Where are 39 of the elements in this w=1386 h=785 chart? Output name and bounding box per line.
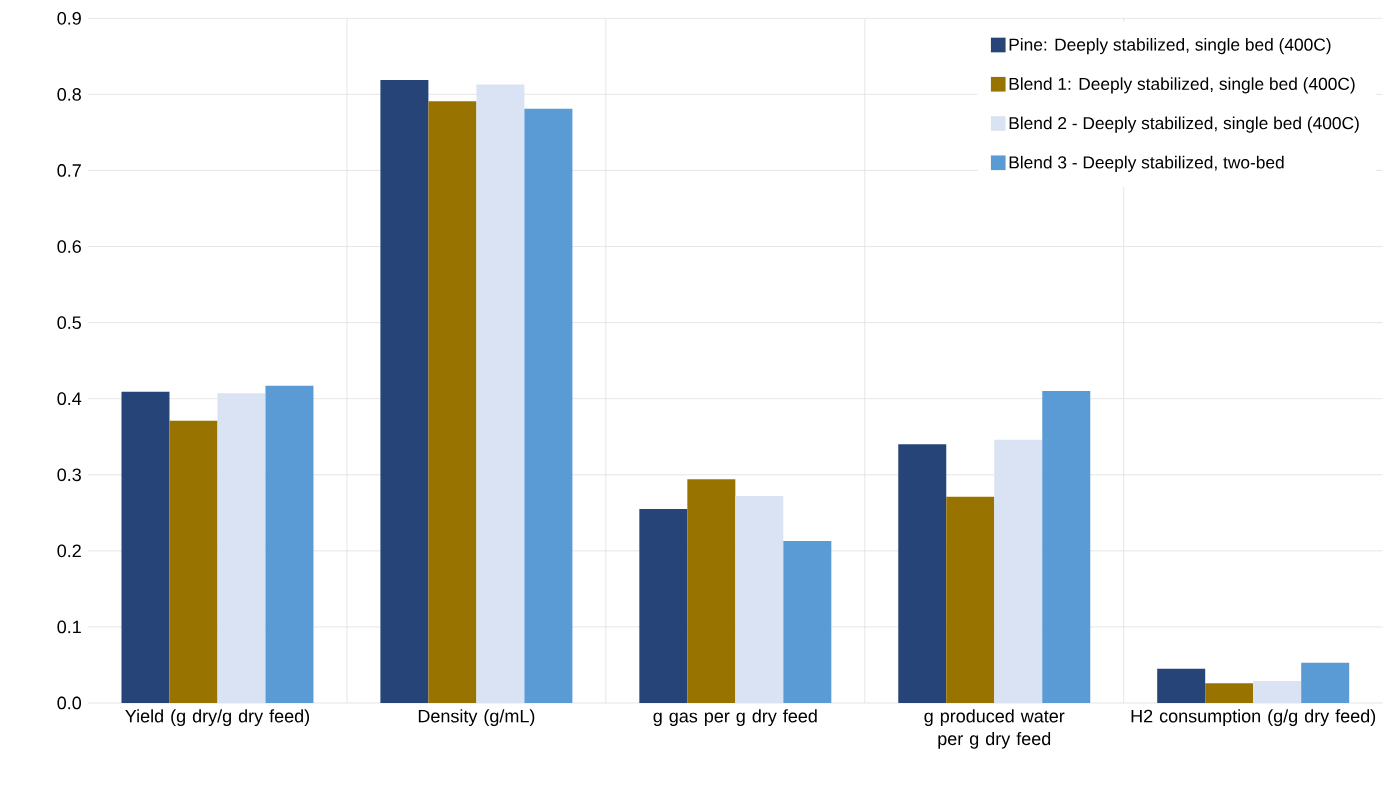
bar [898, 444, 947, 703]
legend-label: Blend 3 - Deeply stabilized, two-bed [1009, 155, 1284, 172]
x-tick-label: H2 consumption (g/g dry feed) [1131, 709, 1376, 727]
bar [428, 101, 477, 703]
y-tick-label: 0.3 [57, 468, 81, 482]
bar [1253, 680, 1302, 703]
bar [783, 540, 832, 703]
y-tick-label: 0.4 [57, 392, 82, 406]
legend-label: Blend 1: Deeply stabilized, single bed (400C) [1009, 77, 1355, 94]
legend-label: Pine: Deeply stabilized, single bed (400C) [1009, 38, 1331, 55]
bar [1157, 668, 1206, 703]
bar [639, 509, 688, 703]
x-tick-label: Yield (g dry/g dry feed) [125, 709, 310, 727]
bar [1042, 391, 1091, 703]
bar [380, 79, 429, 703]
x-tick-label: Density (g/mL) [418, 709, 535, 727]
bar [169, 420, 218, 703]
bar [1205, 683, 1254, 703]
y-tick-label: 0.5 [57, 316, 81, 329]
x-tick-label: g produced water per g dry feed [924, 709, 1065, 749]
y-tick-label: 0.9 [57, 11, 81, 25]
y-tick-label: 0.2 [57, 544, 81, 558]
bar [994, 439, 1043, 703]
legend-label: Blend 2 - Deeply stabilized, single bed (400C) [1009, 116, 1359, 133]
y-tick-label: 0.0 [57, 696, 82, 710]
y-tick-label: 0.1 [57, 620, 81, 634]
bar [687, 479, 736, 703]
bar [476, 84, 525, 703]
bar [217, 393, 266, 703]
x-tick-label: g gas per g dry feed [653, 709, 817, 727]
bar [1301, 662, 1350, 703]
y-tick-label: 0.7 [57, 164, 81, 177]
bar [121, 391, 170, 703]
bar [735, 496, 784, 703]
bar [524, 108, 573, 703]
y-tick-label: 0.8 [57, 88, 81, 101]
y-tick-label: 0.6 [57, 240, 81, 253]
bar [946, 496, 995, 703]
bar [265, 385, 314, 703]
